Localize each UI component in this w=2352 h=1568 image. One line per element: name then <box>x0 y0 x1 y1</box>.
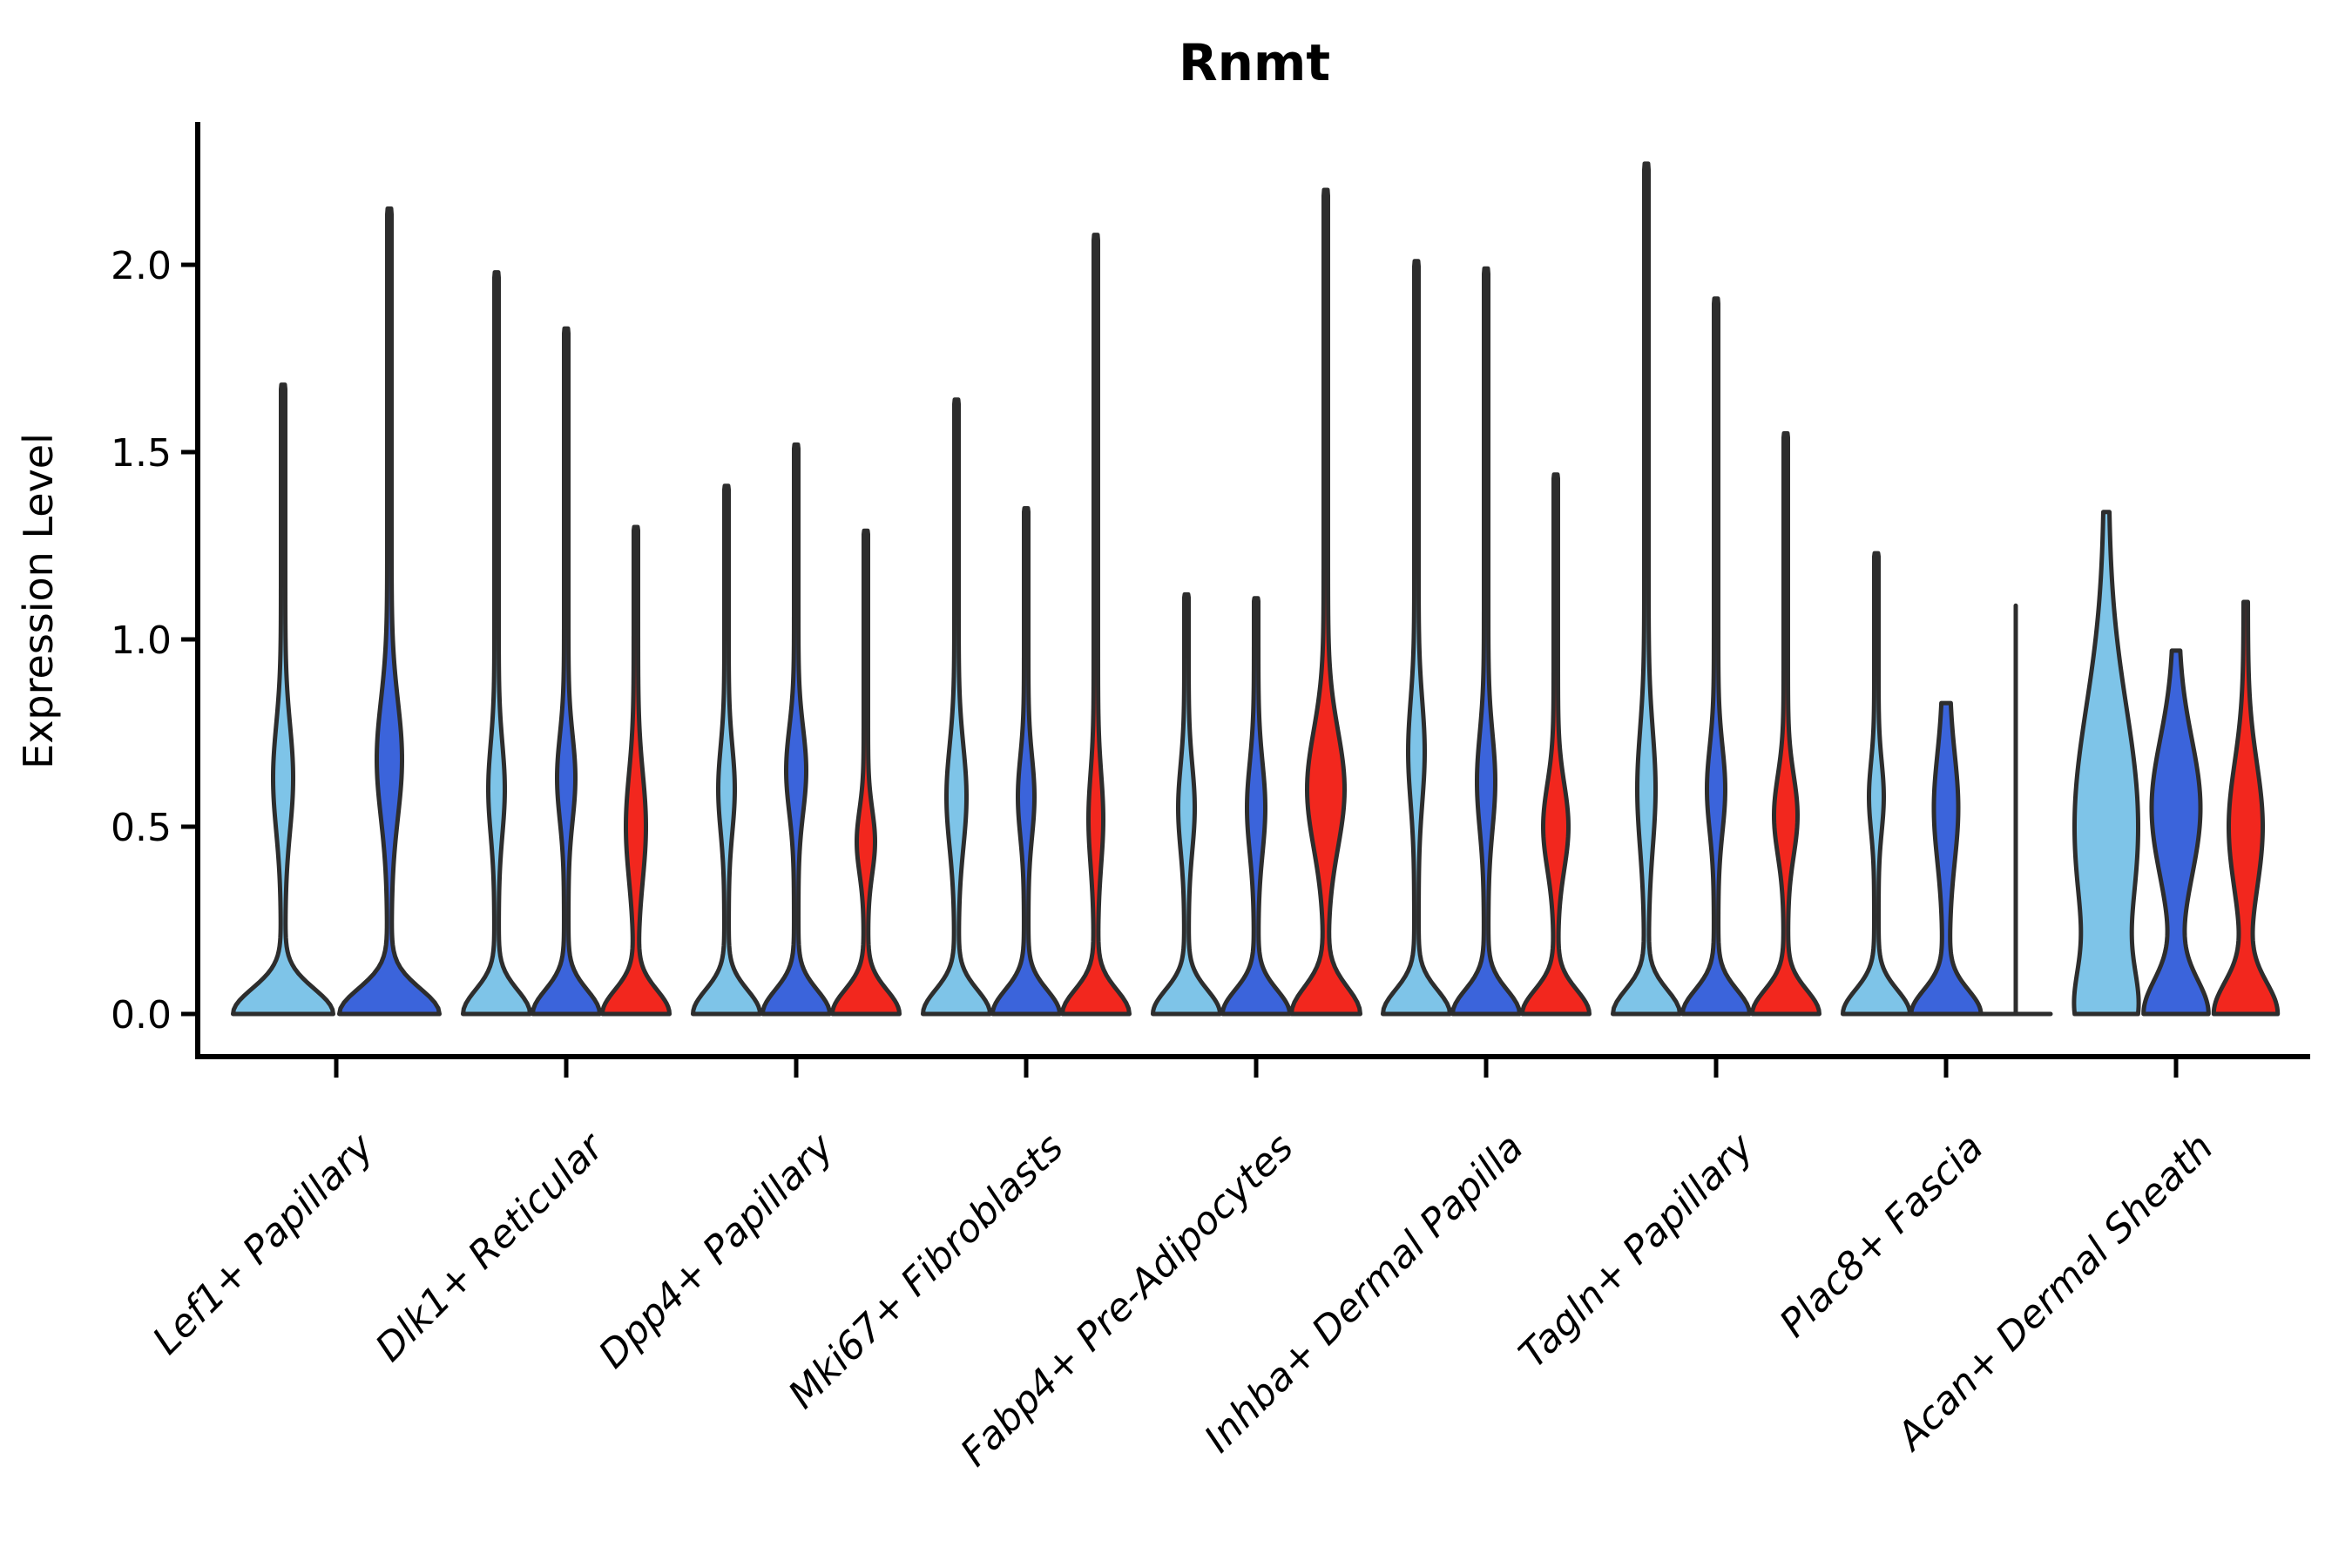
chart-title: Rnmt <box>1179 33 1330 92</box>
violin-15 <box>1450 266 1522 1017</box>
violin-13 <box>1288 187 1363 1017</box>
violin-10 <box>1060 233 1132 1017</box>
y-ticks-layer: 0.0 0.5 1.0 1.5 2.0 <box>111 244 198 1037</box>
violin-23 <box>2072 510 2141 1017</box>
violin-0 <box>231 382 335 1017</box>
violin-6 <box>760 442 832 1017</box>
axes-spines <box>195 122 2310 1059</box>
violin-21 <box>1909 700 1984 1017</box>
y-tick-label: 2.0 <box>111 244 172 288</box>
violin-9 <box>990 506 1062 1017</box>
violin-12 <box>1220 596 1292 1017</box>
y-tick-label: 1.0 <box>111 618 172 663</box>
violin-5 <box>691 483 762 1017</box>
y-tick-label: 0.5 <box>111 806 172 850</box>
violin-collapsed-22 <box>1978 603 2053 1017</box>
violin-20 <box>1841 551 1912 1017</box>
violin-3 <box>531 326 602 1017</box>
violin-8 <box>921 397 992 1017</box>
violin-16 <box>1520 472 1592 1017</box>
violin-4 <box>599 524 672 1017</box>
violins-layer <box>231 161 2281 1017</box>
y-tick-label: 1.5 <box>111 431 172 476</box>
violin-14 <box>1381 259 1452 1017</box>
violin-18 <box>1680 296 1752 1017</box>
violin-19 <box>1750 431 1821 1017</box>
y-axis-label: Expression Level <box>15 433 62 769</box>
violin-1 <box>337 206 442 1017</box>
violin-2 <box>461 270 532 1017</box>
violin-17 <box>1611 161 1682 1017</box>
violin-24 <box>2141 648 2211 1017</box>
violin-11 <box>1151 591 1222 1017</box>
y-tick-label: 0.0 <box>111 993 172 1037</box>
violin-7 <box>830 528 902 1017</box>
violin-25 <box>2211 599 2281 1017</box>
